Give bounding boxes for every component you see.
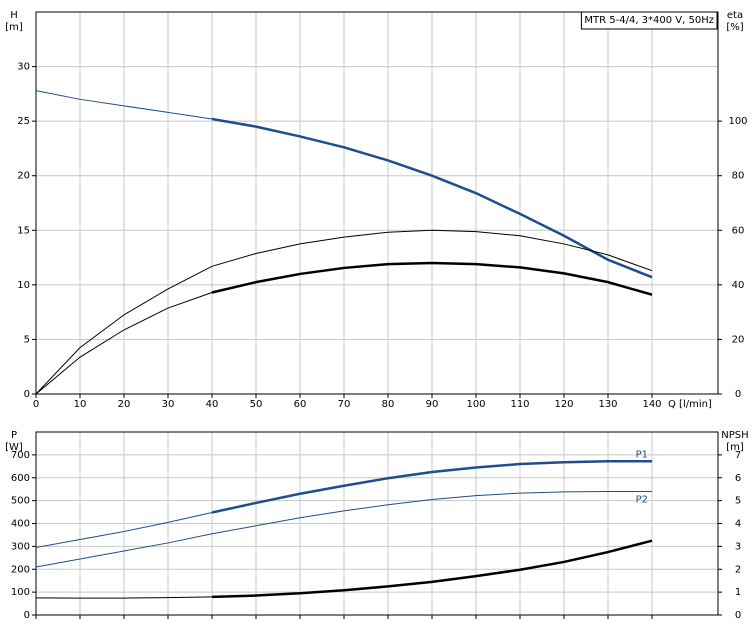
x-tick-label: 100	[466, 399, 485, 410]
y-tick-label: 500	[11, 496, 30, 507]
y2-axis-label: NPSH	[721, 430, 748, 441]
y2-tick-label: 7	[735, 450, 741, 461]
y2-tick-label: 0	[735, 389, 741, 400]
y2-tick-label: 60	[732, 225, 745, 236]
y2-axis-unit: [m]	[726, 442, 744, 453]
x-tick-label: 50	[250, 399, 263, 410]
x-tick-label: 110	[510, 399, 529, 410]
x-tick-label: 40	[206, 399, 219, 410]
y2-tick-label: 0	[735, 610, 741, 621]
y-tick-label: 25	[17, 116, 30, 127]
x-tick-label: 0	[33, 399, 39, 410]
x-tick-label: 120	[554, 399, 573, 410]
y-tick-label: 200	[11, 564, 30, 575]
y-axis-unit: [m]	[5, 22, 23, 33]
plot-frame	[35, 11, 719, 395]
annotation-box	[580, 11, 718, 30]
curve	[35, 229, 653, 395]
y2-tick-label: 2	[735, 564, 741, 575]
y-axis-label: P	[11, 430, 17, 441]
curve	[35, 490, 652, 568]
y2-tick-label: 100	[728, 116, 747, 127]
y-tick-label: 300	[11, 541, 30, 552]
y2-tick-label: 1	[735, 587, 741, 598]
y2-tick-label: 80	[732, 171, 745, 182]
x-tick-label: 30	[162, 399, 175, 410]
x-tick-label: 70	[338, 399, 351, 410]
x-tick-label: 140	[642, 399, 661, 410]
curve-bold	[211, 261, 653, 296]
curve-bold	[211, 117, 653, 279]
annotation: MTR 5-4/4, 3*400 V, 50Hz	[584, 15, 714, 26]
y-tick-label: 400	[11, 519, 30, 530]
x-tick-label: 130	[598, 399, 617, 410]
curve-bold	[211, 539, 653, 599]
plot-frame	[35, 431, 719, 616]
y-axis-unit: [W]	[5, 442, 23, 453]
y2-tick-label: 20	[732, 334, 745, 345]
y-tick-label: 10	[17, 280, 30, 291]
y-tick-label: 0	[24, 610, 30, 621]
series-label: P2	[636, 494, 648, 505]
x-tick-label: 80	[382, 399, 395, 410]
x-axis-label: Q [l/min]	[668, 399, 712, 410]
y-tick-label: 5	[24, 334, 30, 345]
series-label: P1	[636, 449, 648, 460]
y-tick-label: 700	[11, 450, 30, 461]
y-tick-label: 600	[11, 473, 30, 484]
y2-tick-label: 40	[732, 280, 745, 291]
x-tick-label: 90	[426, 399, 439, 410]
y-tick-label: 0	[24, 389, 30, 400]
y2-tick-label: 5	[735, 496, 741, 507]
y2-axis-label: eta	[727, 10, 743, 21]
y-tick-label: 100	[11, 587, 30, 598]
x-tick-label: 60	[294, 399, 307, 410]
x-tick-label: 10	[74, 399, 87, 410]
y-tick-label: 20	[17, 171, 30, 182]
y2-tick-label: 4	[735, 519, 741, 530]
x-tick-label: 20	[118, 399, 131, 410]
curve-bold	[211, 460, 652, 514]
y2-tick-label: 6	[735, 473, 741, 484]
y2-tick-label: 3	[735, 541, 741, 552]
y-axis-label: H	[10, 10, 18, 21]
y-tick-label: 30	[17, 62, 30, 73]
y2-axis-unit: [%]	[726, 22, 743, 33]
y-tick-label: 15	[17, 225, 30, 236]
